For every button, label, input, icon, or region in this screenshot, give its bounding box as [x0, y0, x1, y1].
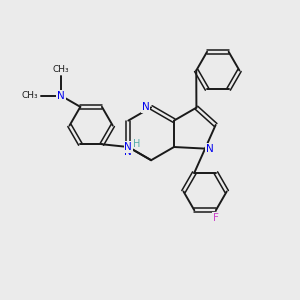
Text: F: F	[213, 213, 219, 223]
Text: CH₃: CH₃	[22, 91, 38, 100]
Text: H: H	[133, 139, 140, 149]
Text: N: N	[124, 142, 132, 152]
Text: N: N	[206, 144, 214, 154]
Text: N: N	[57, 91, 65, 100]
Text: CH₃: CH₃	[52, 65, 69, 74]
Text: N: N	[142, 102, 150, 112]
Text: N: N	[124, 147, 132, 158]
